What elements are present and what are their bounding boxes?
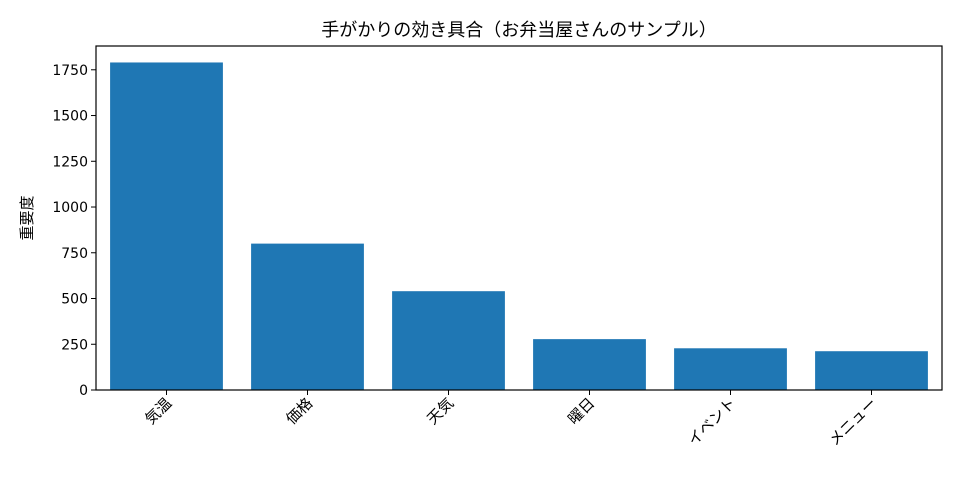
bar-0: [110, 62, 223, 391]
bar-1: [251, 243, 364, 390]
y-tick-label-1: 250: [61, 337, 88, 353]
x-axis-ticks: 気温 価格 天気 曜日 イベント メニュー: [141, 390, 880, 449]
x-tick-label-2: 天気: [423, 394, 457, 428]
x-tick-label-5: メニュー: [825, 394, 880, 449]
y-tick-label-0: 0: [79, 383, 88, 399]
y-tick-label-4: 1000: [52, 200, 88, 216]
bar-2: [392, 291, 505, 390]
y-tick-label-7: 1750: [52, 63, 88, 79]
x-tick-label-0: 気温: [141, 394, 175, 428]
x-tick-label-3: 曜日: [564, 394, 598, 428]
x-tick-label-4: イベント: [684, 394, 739, 449]
y-tick-label-5: 1250: [52, 154, 88, 170]
y-tick-label-2: 500: [61, 292, 88, 308]
y-axis-ticks: 0 250 500 750 1000 1250 1500 1750: [52, 63, 96, 399]
y-axis-label: 重要度: [18, 195, 36, 240]
chart-title: 手がかりの効き具合（お弁当屋さんのサンプル）: [321, 20, 716, 41]
plot-frame: [95, 45, 943, 391]
bar-5: [815, 351, 928, 390]
bar-3: [533, 339, 646, 390]
x-tick-label-1: 価格: [282, 394, 316, 428]
bars-group: [110, 62, 928, 391]
y-tick-label-3: 750: [61, 246, 88, 262]
bar-4: [674, 348, 787, 390]
y-tick-label-6: 1500: [52, 109, 88, 125]
